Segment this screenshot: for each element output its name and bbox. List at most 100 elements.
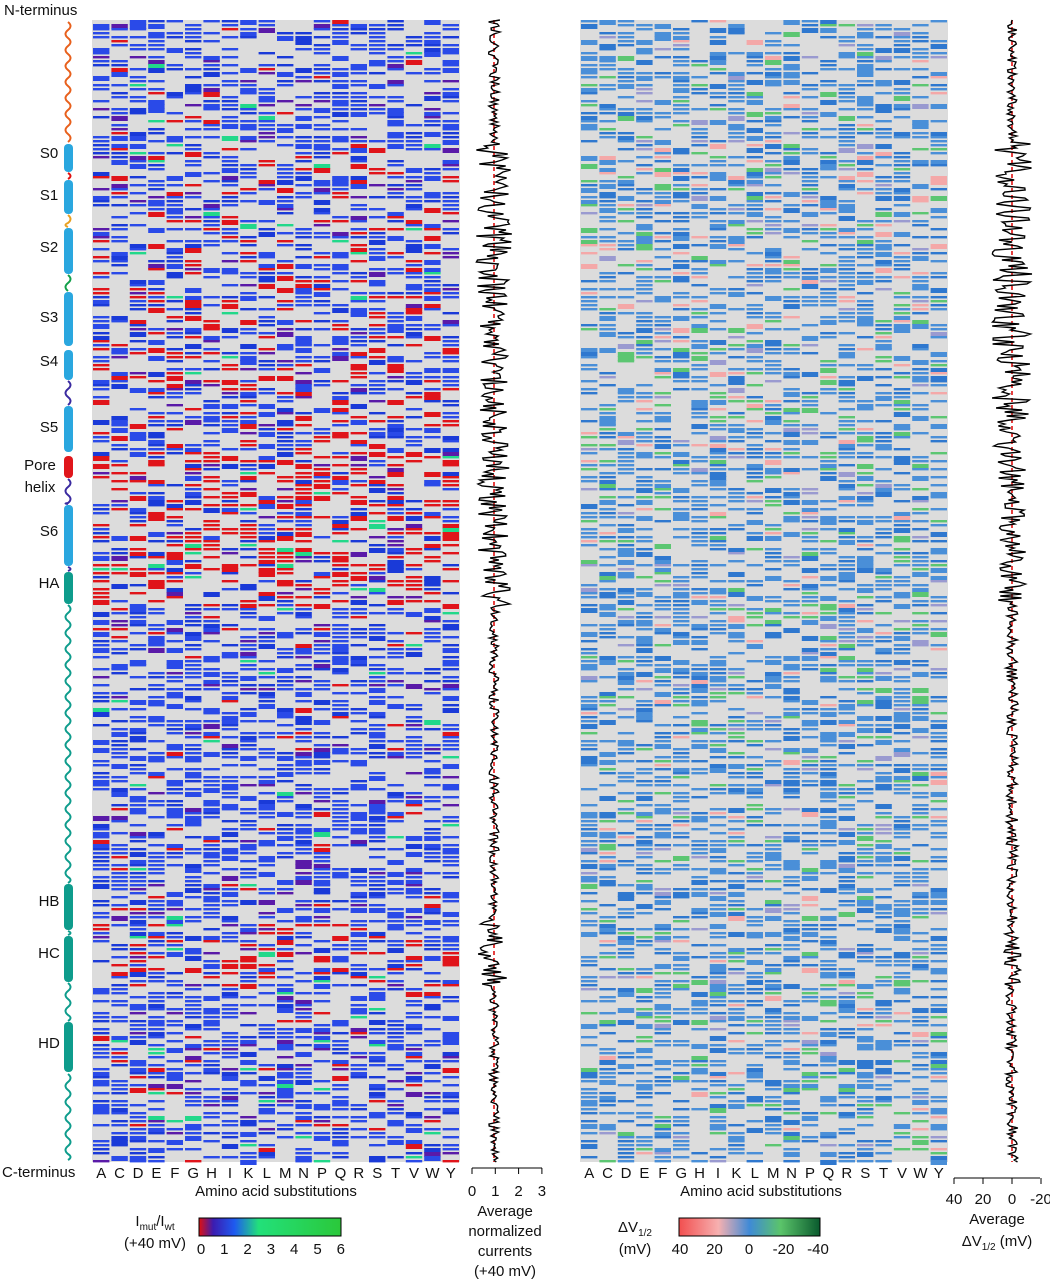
heatmap-cell [673, 812, 690, 815]
heatmap-cell [332, 380, 349, 383]
heatmap-cell [313, 492, 331, 495]
heatmap-cell [203, 1124, 220, 1127]
heatmap-cell [599, 76, 616, 79]
heatmap-cell [350, 708, 367, 711]
x-tick-label: 1 [491, 1183, 499, 1200]
heatmap-cell [295, 464, 312, 469]
heatmap-cell [111, 148, 128, 151]
heatmap-cell [277, 1096, 294, 1099]
heatmap-cell [636, 288, 653, 291]
heatmap-cell [221, 1004, 239, 1007]
heatmap-cell [424, 172, 441, 175]
heatmap-cell [617, 1132, 635, 1137]
heatmap-cell [277, 844, 294, 847]
heatmap-cell [129, 176, 147, 179]
heatmap-cell [258, 684, 275, 687]
heatmap-cell [313, 660, 331, 663]
heatmap-cell [203, 416, 220, 421]
heatmap-cell [295, 872, 312, 875]
heatmap-cell [258, 424, 275, 427]
heatmap-cell [129, 1112, 147, 1115]
heatmap-cell [350, 364, 367, 369]
heatmap-cell [350, 804, 367, 807]
heatmap-cell [442, 176, 459, 179]
heatmap-cell [185, 208, 202, 211]
heatmap-cell [166, 704, 183, 709]
heatmap-cell [148, 208, 165, 211]
heatmap-cell [148, 200, 165, 205]
heatmap-cell [129, 964, 147, 967]
heatmap-cell [185, 308, 202, 311]
heatmap-cell [387, 484, 404, 487]
heatmap-cell [185, 244, 202, 249]
heatmap-cell [442, 68, 459, 73]
heatmap-cell [240, 972, 257, 975]
heatmap-cell [148, 980, 165, 983]
heatmap-cell [295, 908, 312, 911]
heatmap-cell [709, 212, 727, 215]
heatmap-cell [148, 80, 165, 83]
heatmap-cell [350, 100, 367, 103]
heatmap-cell [617, 528, 635, 533]
heatmap-cell [709, 1048, 727, 1053]
heatmap-cell [728, 592, 745, 597]
heatmap-cell [203, 1104, 220, 1107]
segment-hd-bar [64, 1022, 73, 1072]
segment-s4-bar [64, 350, 73, 380]
heatmap-cell [93, 236, 110, 239]
segment-label-s3: S3 [40, 309, 58, 326]
heatmap-cell [673, 1076, 690, 1081]
x-tick-label: F [170, 1165, 179, 1182]
heatmap-cell [240, 980, 257, 983]
heatmap-cell [405, 272, 423, 275]
heatmap-cell [709, 580, 727, 583]
heatmap-cell [129, 1032, 147, 1035]
heatmap-cell [405, 328, 423, 331]
heatmap-cell [221, 1044, 239, 1047]
heatmap-cell [405, 204, 423, 209]
heatmap-cell [221, 368, 239, 371]
heatmap-cell [350, 1076, 367, 1079]
heatmap-cell [240, 1084, 257, 1087]
heatmap-cell [111, 1036, 128, 1041]
heatmap-cell [617, 808, 635, 811]
heatmap-cell [93, 1016, 110, 1019]
x-tick-label: L [263, 1165, 271, 1182]
heatmap-cell [148, 1032, 165, 1037]
heatmap-cell [691, 416, 708, 419]
heatmap-cell [617, 344, 635, 349]
heatmap-cell [240, 784, 257, 787]
heatmap-cell [93, 708, 110, 713]
heatmap-cell [636, 440, 653, 443]
heatmap-cell [424, 368, 441, 373]
heatmap-cell [295, 748, 312, 751]
heatmap-cell [313, 792, 331, 795]
heatmap-cell [295, 524, 312, 527]
heatmap-cell [691, 600, 708, 605]
heatmap-cell [313, 752, 331, 757]
heatmap-cell [203, 1088, 220, 1091]
heatmap-cell [581, 288, 598, 291]
heatmap-cell [654, 444, 671, 449]
heatmap-cell [709, 452, 727, 455]
heatmap-cell [332, 752, 349, 755]
heatmap-cell [442, 1000, 459, 1003]
heatmap-cell [166, 992, 183, 995]
heatmap-cell [277, 32, 294, 35]
heatmap-cell [240, 476, 257, 481]
heatmap-cell [203, 460, 220, 463]
heatmap-cell [442, 420, 459, 423]
heatmap-cell [148, 484, 165, 487]
heatmap-cell [673, 584, 690, 587]
heatmap-cell [148, 1120, 165, 1123]
segment-ha-bar [64, 572, 73, 604]
heatmap-cell [148, 156, 165, 161]
heatmap-cell [424, 836, 441, 841]
heatmap-cell [93, 1080, 110, 1085]
heatmap-cell [746, 96, 763, 99]
heatmap-cell [709, 312, 727, 315]
heatmap-cell [111, 156, 128, 159]
heatmap-cell [599, 832, 616, 837]
heatmap-cell [673, 164, 690, 167]
